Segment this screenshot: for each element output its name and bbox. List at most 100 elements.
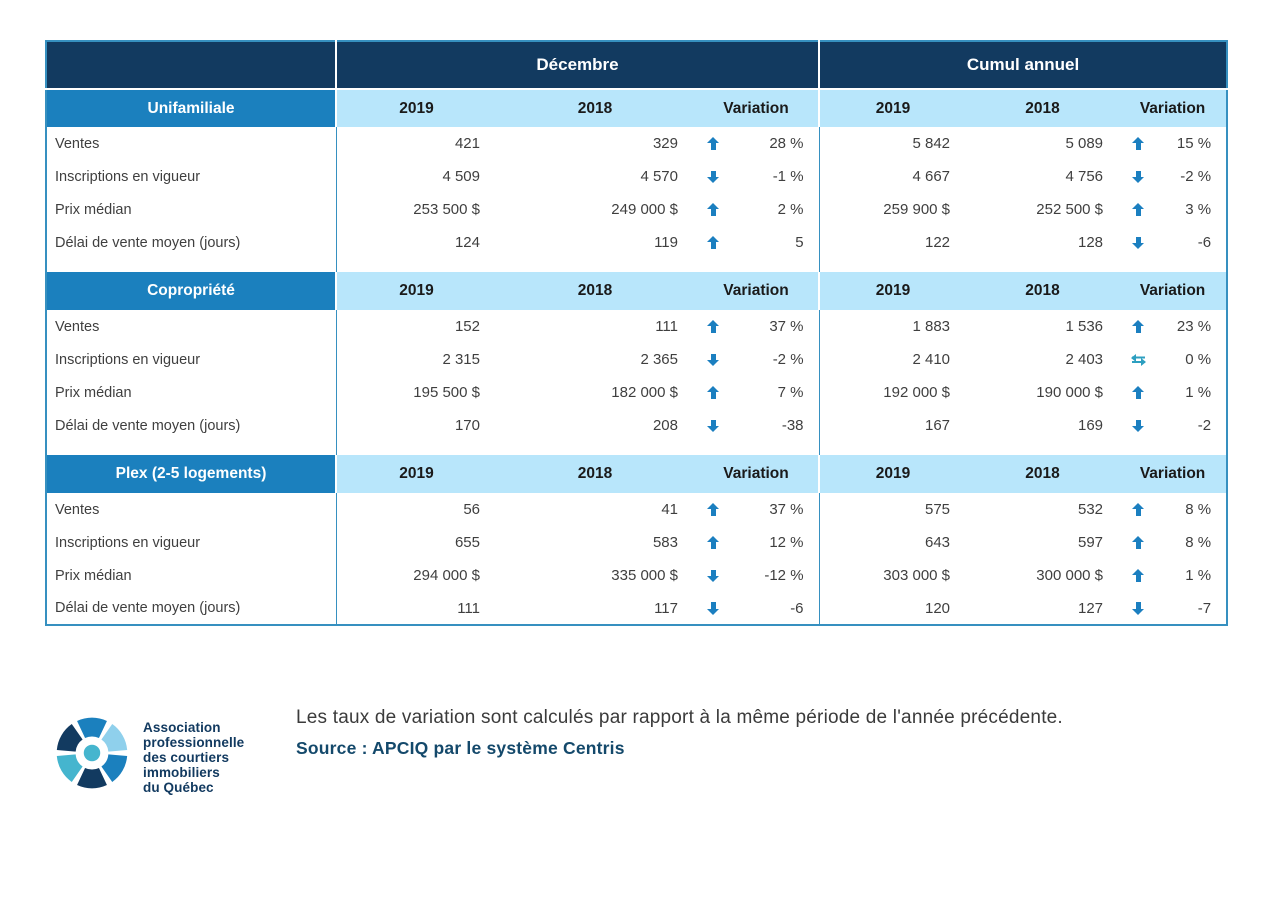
table-row: Délai de vente moyen (jours) 170 208 -38… [46, 409, 1228, 442]
group-header-december: Décembre [336, 41, 821, 90]
dec-2019-cell: 294 000 $ [336, 559, 496, 592]
dec-variation-cell: -6 [694, 592, 820, 625]
trend-arrow-icon [1132, 320, 1145, 333]
table-row: Prix médian 294 000 $ 335 000 $ -12 % 30… [46, 559, 1228, 592]
variation-value: -2 [1197, 417, 1212, 434]
section-title: Copropriété [46, 272, 337, 310]
dec-2018-cell: 111 [496, 310, 694, 343]
trend-arrow-icon [1132, 419, 1145, 432]
cum-2018-cell: 4 756 [966, 160, 1120, 193]
trend-arrow-icon [707, 536, 720, 549]
cum-variation-cell: 1 % [1119, 559, 1228, 592]
dec-variation-cell: 5 [694, 226, 820, 259]
col-header-2018: 2018 [496, 272, 694, 310]
cum-2018-cell: 2 403 [966, 343, 1120, 376]
trend-arrow-icon [707, 320, 720, 333]
row-label: Inscriptions en vigueur [46, 160, 337, 193]
col-header-2019: 2019 [819, 455, 967, 493]
section-title: Unifamiliale [46, 89, 337, 127]
dec-2019-cell: 170 [336, 409, 496, 442]
group-header-row: Décembre Cumul annuel [46, 41, 1228, 90]
dec-variation-cell: -12 % [694, 559, 820, 592]
table-row: Ventes 56 41 37 % 575 532 8 % [46, 493, 1228, 526]
trend-arrow-icon [1132, 569, 1145, 582]
col-header-variation: Variation [1119, 455, 1228, 493]
dec-2019-cell: 195 500 $ [336, 376, 496, 409]
table-row: Prix médian 195 500 $ 182 000 $ 7 % 192 … [46, 376, 1228, 409]
dec-2019-cell: 111 [336, 592, 496, 625]
cum-2019-cell: 2 410 [819, 343, 967, 376]
cum-2019-cell: 122 [819, 226, 967, 259]
trend-arrow-icon [707, 170, 720, 183]
row-label: Délai de vente moyen (jours) [46, 409, 337, 442]
row-label: Inscriptions en vigueur [46, 343, 337, 376]
cum-2019-cell: 1 883 [819, 310, 967, 343]
table-row: Ventes 152 111 37 % 1 883 1 536 23 % [46, 310, 1228, 343]
stats-table-wrap: Décembre Cumul annuel Unifamiliale 2019 … [45, 40, 1229, 626]
dec-2019-cell: 124 [336, 226, 496, 259]
dec-2018-cell: 335 000 $ [496, 559, 694, 592]
dec-2019-cell: 56 [336, 493, 496, 526]
stats-table: Décembre Cumul annuel Unifamiliale 2019 … [45, 40, 1229, 626]
dec-2019-cell: 421 [336, 127, 496, 160]
row-label: Délai de vente moyen (jours) [46, 226, 337, 259]
trend-arrow-icon [1132, 236, 1145, 249]
cum-2019-cell: 192 000 $ [819, 376, 967, 409]
dec-2018-cell: 249 000 $ [496, 193, 694, 226]
dec-variation-cell: 12 % [694, 526, 820, 559]
section-spacer [46, 259, 1228, 272]
dec-2018-cell: 41 [496, 493, 694, 526]
trend-arrow-icon [1132, 536, 1145, 549]
cum-2019-cell: 5 842 [819, 127, 967, 160]
row-label: Ventes [46, 127, 337, 160]
variation-value: 8 % [1185, 501, 1212, 518]
dec-variation-cell: 2 % [694, 193, 820, 226]
cum-variation-cell: 0 % [1119, 343, 1228, 376]
cum-variation-cell: 23 % [1119, 310, 1228, 343]
row-label: Inscriptions en vigueur [46, 526, 337, 559]
trend-arrow-icon [707, 386, 720, 399]
variation-value: 3 % [1185, 201, 1212, 218]
col-header-variation: Variation [694, 455, 821, 493]
col-header-variation: Variation [694, 272, 821, 310]
cum-2018-cell: 169 [966, 409, 1120, 442]
variation-value: -2 % [1180, 168, 1212, 185]
section-header-row: Copropriété 2019 2018 Variation 2019 201… [46, 272, 1228, 310]
table-row: Inscriptions en vigueur 655 583 12 % 643… [46, 526, 1228, 559]
cum-variation-cell: -6 [1119, 226, 1228, 259]
source-line: Source : APCIQ par le système Centris [296, 738, 625, 758]
variation-value: -7 [1197, 599, 1212, 617]
variation-value: -12 % [764, 567, 804, 584]
variation-value: -6 [790, 599, 804, 617]
cum-2019-cell: 303 000 $ [819, 559, 967, 592]
variation-value: -38 [781, 417, 804, 434]
cum-2018-cell: 597 [966, 526, 1120, 559]
trend-arrow-icon [707, 137, 720, 150]
dec-2019-cell: 152 [336, 310, 496, 343]
variation-value: 28 % [769, 135, 804, 152]
cum-2018-cell: 1 536 [966, 310, 1120, 343]
table-row: Délai de vente moyen (jours) 111 117 -6 … [46, 592, 1228, 625]
dec-variation-cell: -1 % [694, 160, 820, 193]
trend-arrow-icon [707, 419, 720, 432]
dec-2018-cell: 119 [496, 226, 694, 259]
dec-variation-cell: -2 % [694, 343, 820, 376]
variation-value: 2 % [777, 201, 804, 218]
col-header-variation: Variation [694, 89, 821, 127]
col-header-2018: 2018 [966, 89, 1120, 127]
dec-2019-cell: 4 509 [336, 160, 496, 193]
col-header-2018: 2018 [966, 272, 1120, 310]
cum-2018-cell: 300 000 $ [966, 559, 1120, 592]
trend-arrow-icon [1132, 203, 1145, 216]
group-header-cumulative: Cumul annuel [819, 41, 1228, 90]
section-title: Plex (2-5 logements) [46, 455, 337, 493]
cum-2018-cell: 190 000 $ [966, 376, 1120, 409]
variation-value: 12 % [769, 534, 804, 551]
variation-value: 8 % [1185, 534, 1212, 551]
trend-arrow-icon [1132, 503, 1145, 516]
cum-2019-cell: 575 [819, 493, 967, 526]
dec-variation-cell: 7 % [694, 376, 820, 409]
col-header-2018: 2018 [496, 89, 694, 127]
table-row: Inscriptions en vigueur 4 509 4 570 -1 %… [46, 160, 1228, 193]
cum-variation-cell: 15 % [1119, 127, 1228, 160]
